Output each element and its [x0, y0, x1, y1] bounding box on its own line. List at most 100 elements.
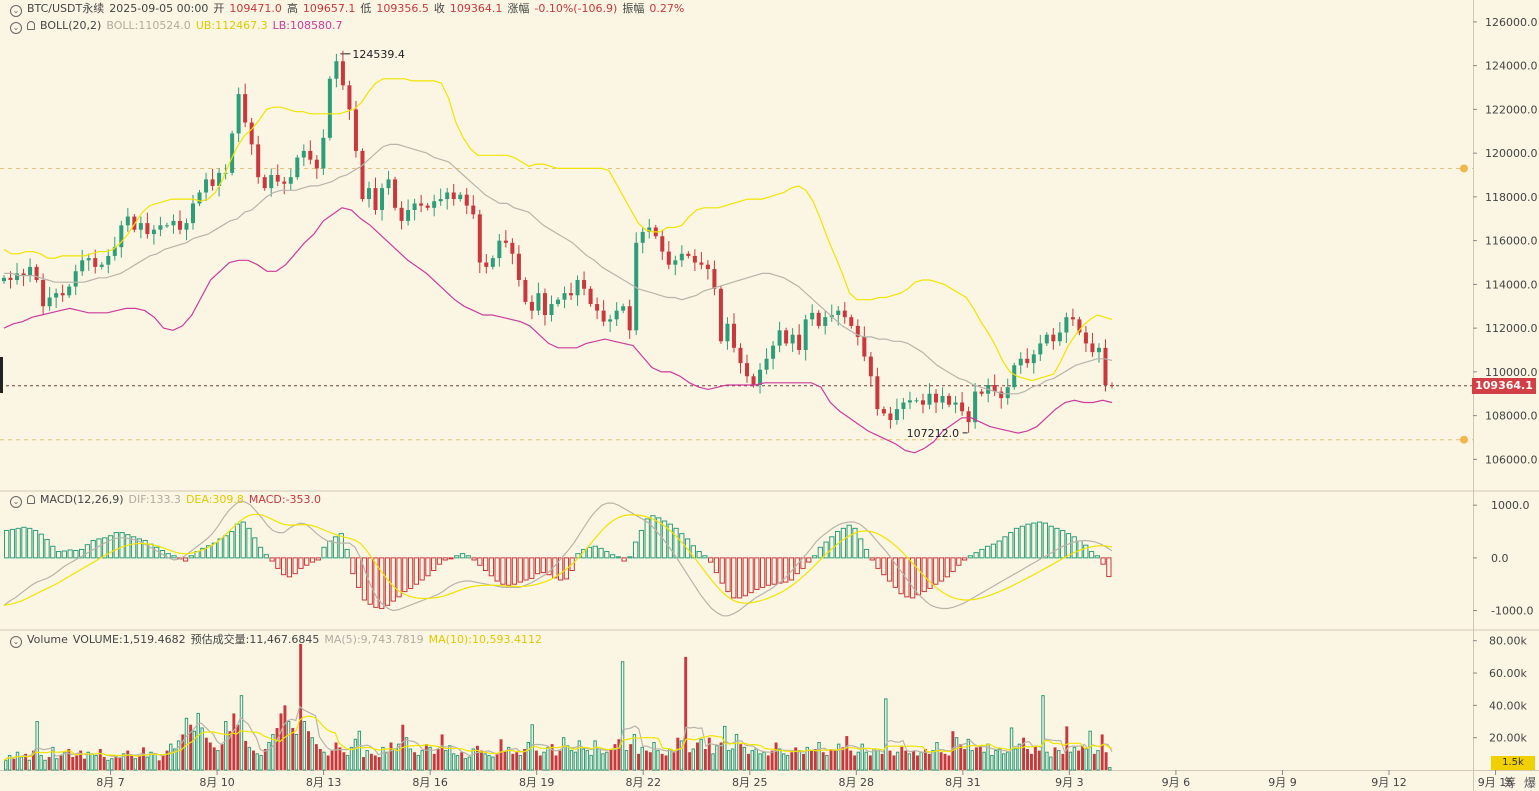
candle-body: [673, 260, 678, 265]
volume-bar: [640, 746, 644, 771]
candle-body: [308, 150, 313, 160]
macd-histogram-bar: [927, 557, 933, 589]
candle-body: [862, 336, 867, 357]
candle-body: [47, 297, 52, 307]
macd-histogram-bar: [373, 557, 379, 608]
macd-histogram-bar: [592, 545, 598, 559]
volume-bar: [75, 755, 79, 770]
volume-bar: [884, 698, 888, 771]
volume-bar: [503, 750, 507, 770]
volume-bar: [802, 753, 806, 770]
candle-body: [295, 157, 300, 178]
volume-bar: [998, 748, 1002, 771]
macd-histogram-bar: [407, 557, 414, 589]
volume-bar: [648, 752, 652, 770]
macd-histogram-bar: [1008, 532, 1014, 559]
chevron-circle-icon[interactable]: ⌄: [10, 636, 22, 648]
boll-lower-line: [3, 207, 1113, 454]
candle-body: [360, 150, 365, 200]
candle-body: [836, 310, 841, 315]
boll-legend: ⌄ BOLL(20,2) BOLL:110524.0 UB:112467.3 LB:10…: [10, 19, 347, 34]
candle-body: [497, 240, 502, 259]
volume-bar: [624, 750, 629, 771]
candle-body: [28, 266, 33, 276]
volume-bar: [279, 713, 283, 770]
bell-icon[interactable]: [27, 495, 35, 504]
macd-histogram-bar: [154, 546, 160, 559]
macd-histogram-bar: [38, 533, 44, 559]
volume-bar: [413, 752, 417, 770]
volume-bar: [275, 727, 279, 770]
macd-histogram-bar: [494, 557, 500, 582]
volume-bar: [499, 739, 503, 770]
macd-histogram-bar: [910, 557, 916, 599]
candle-body: [73, 271, 78, 287]
chevron-circle-icon[interactable]: ⌄: [10, 496, 22, 508]
volume-bar: [98, 748, 102, 770]
volume-bar: [766, 755, 770, 770]
volume-bar: [373, 755, 377, 770]
candle-body: [529, 301, 534, 311]
macd-histogram-bar: [200, 547, 206, 559]
macd-histogram-bar: [477, 557, 483, 566]
macd-histogram-bar: [1088, 551, 1095, 559]
close-value: 109364.1: [449, 2, 503, 15]
liquidation-label[interactable]: 爆: [1524, 776, 1537, 790]
volume-bar: [27, 759, 32, 771]
candle-body: [164, 225, 169, 227]
volume-bar: [310, 737, 314, 771]
volume-bar: [110, 758, 114, 771]
candle-body: [588, 288, 593, 305]
chevron-circle-icon[interactable]: ⌄: [10, 22, 22, 34]
volume-bar: [15, 751, 20, 771]
candle-body: [777, 330, 782, 346]
macd-histogram-bar: [223, 535, 229, 559]
chevron-circle-icon[interactable]: ⌄: [10, 5, 22, 17]
macd-histogram-bar: [1025, 523, 1031, 559]
volume-bar: [176, 740, 181, 771]
volume-bar: [790, 752, 794, 770]
candle-body: [321, 137, 326, 169]
candle-body: [764, 358, 769, 370]
volume-bar: [1045, 751, 1049, 771]
macd-dif-line: [3, 500, 1113, 617]
macd-histogram-bar: [361, 557, 368, 601]
scroll-handle[interactable]: [0, 357, 3, 393]
candle-body: [849, 317, 854, 326]
volume-bar: [589, 754, 593, 771]
volume-tick-label: 20.00k: [1489, 732, 1527, 745]
price-panel: [1, 50, 1115, 454]
volume-bar: [59, 755, 63, 770]
volume-bar: [432, 753, 436, 770]
bell-icon[interactable]: [27, 21, 35, 30]
candle-body: [458, 194, 463, 200]
volume-bar: [357, 730, 362, 771]
candle-body: [692, 255, 697, 263]
volume-bar: [723, 725, 727, 771]
macd-histogram-bar: [673, 527, 679, 559]
price-tick-label: 124000.0: [1485, 60, 1538, 73]
candle-body: [177, 220, 182, 230]
volume-bar: [707, 737, 711, 770]
macd-histogram-bar: [67, 549, 73, 559]
macd-histogram-bar: [990, 543, 997, 559]
candle-body: [686, 253, 691, 256]
candle-body: [940, 395, 945, 403]
boll-upper-line: [3, 78, 1113, 382]
macd-dea-line: [3, 513, 1113, 606]
volume-bar: [959, 744, 963, 770]
macd-histogram-bar: [598, 547, 604, 559]
candle-body: [191, 203, 196, 224]
volume-bar: [750, 750, 754, 771]
volume-bar: [200, 727, 204, 771]
volume-bar: [377, 757, 381, 770]
macd-histogram-bar: [950, 557, 956, 573]
candle-body: [679, 253, 684, 261]
volume-bar: [491, 756, 495, 771]
chips-label[interactable]: 筹: [1504, 776, 1517, 790]
volume-tick-label: 40.00k: [1489, 699, 1527, 712]
time-tick-label: 8月 19: [519, 776, 555, 789]
macd-histogram-bar: [667, 523, 673, 559]
